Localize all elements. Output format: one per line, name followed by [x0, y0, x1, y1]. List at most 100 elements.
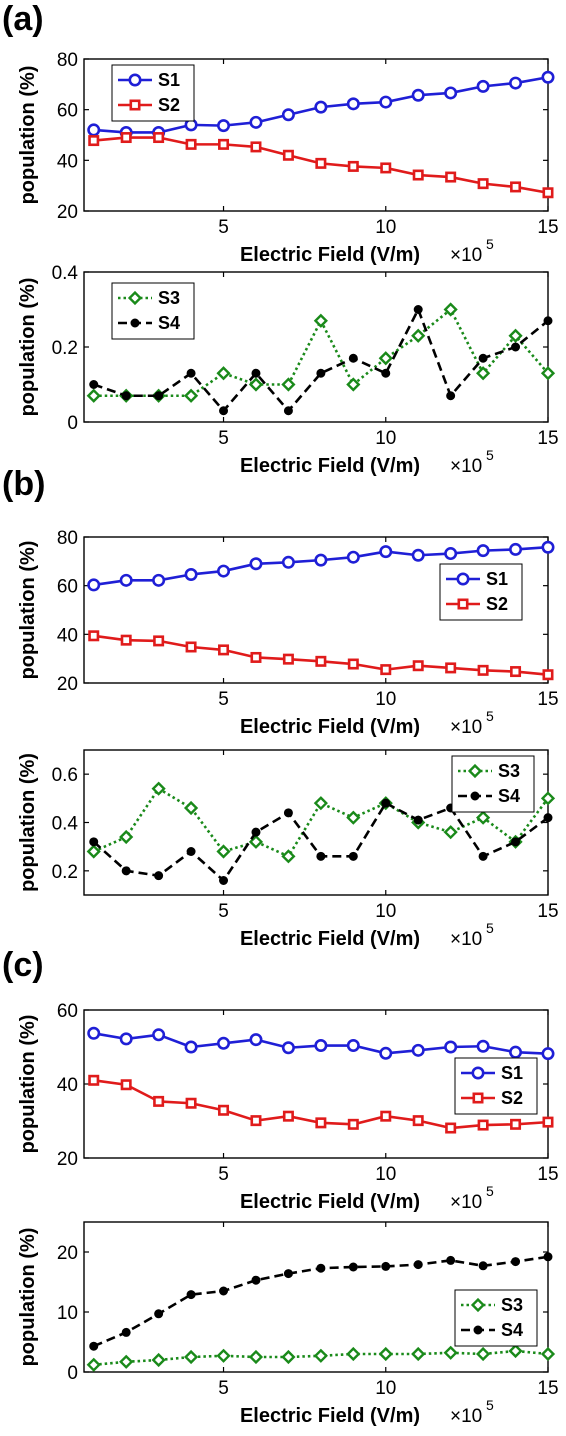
data-point — [313, 313, 328, 328]
data-point — [473, 1325, 483, 1335]
x-tick-label: 10 — [375, 1378, 396, 1399]
y-tick-label: 0.4 — [52, 263, 79, 284]
data-point — [346, 810, 361, 825]
data-point — [283, 808, 293, 818]
data-point — [281, 1041, 295, 1055]
panel-label-b: (b) — [2, 465, 46, 503]
y-tick-label: 10 — [57, 1303, 78, 1324]
data-point — [248, 1349, 264, 1365]
legend-label: S4 — [498, 786, 520, 806]
data-point — [478, 353, 488, 363]
data-point — [281, 377, 296, 392]
data-point — [445, 1122, 457, 1134]
data-point — [445, 171, 457, 183]
data-point — [217, 119, 231, 133]
y-axis-label: population (%) — [17, 1015, 39, 1154]
data-point — [282, 149, 294, 161]
data-point — [86, 844, 101, 859]
data-point — [216, 366, 231, 381]
data-point — [250, 651, 262, 663]
data-point — [86, 1357, 101, 1372]
y-axis-label: population (%) — [17, 541, 39, 680]
data-point — [121, 1327, 131, 1337]
data-point — [348, 1262, 358, 1272]
series-s2 — [88, 132, 554, 199]
x-tick-label: 5 — [218, 901, 229, 922]
data-point — [219, 1286, 229, 1296]
y-tick-label: 20 — [57, 1243, 78, 1264]
legend-box — [111, 282, 195, 340]
x-axis-multiplier-exponent: 5 — [486, 236, 494, 252]
x-axis-multiplier: ×10 — [450, 1406, 482, 1427]
data-point — [476, 544, 490, 558]
y-tick-label: 20 — [57, 1149, 78, 1170]
data-point — [411, 548, 425, 562]
data-point — [87, 1026, 101, 1040]
data-point — [509, 542, 523, 556]
data-point — [183, 800, 199, 816]
data-point — [119, 1032, 133, 1046]
legend-label: S2 — [158, 95, 180, 115]
x-axis-label: Electric Field (V/m) — [240, 455, 420, 477]
legend-label: S3 — [158, 288, 180, 308]
data-point — [314, 1039, 328, 1053]
data-point — [251, 1275, 261, 1285]
data-point — [510, 1118, 522, 1130]
data-point — [151, 1352, 166, 1368]
y-tick-label: 20 — [57, 674, 78, 695]
data-point — [444, 86, 458, 100]
x-axis-multiplier: ×10 — [450, 245, 482, 266]
series-s3 — [86, 302, 556, 403]
data-point — [511, 837, 521, 847]
data-point — [477, 1119, 489, 1131]
data-point — [346, 1346, 361, 1362]
x-axis-multiplier: ×10 — [450, 456, 482, 477]
data-point — [380, 1110, 392, 1122]
data-point — [120, 132, 132, 144]
data-point — [379, 545, 393, 559]
series-s2 — [88, 1074, 554, 1134]
data-point — [281, 555, 295, 569]
data-point — [411, 328, 426, 343]
data-point — [472, 1092, 484, 1104]
data-point — [443, 302, 458, 317]
data-point — [248, 834, 264, 849]
plot-frame — [83, 58, 549, 212]
y-tick-label: 80 — [57, 50, 78, 71]
series-s1 — [87, 1026, 555, 1061]
x-tick-label: 5 — [218, 428, 229, 449]
x-tick-label: 10 — [375, 689, 396, 710]
data-point — [476, 366, 491, 381]
data-point — [510, 181, 522, 193]
x-tick-label: 15 — [537, 1378, 558, 1399]
y-tick-label: 0 — [67, 1363, 78, 1384]
x-tick-label: 5 — [218, 217, 229, 238]
series-s4 — [89, 1252, 553, 1351]
data-point — [87, 578, 101, 592]
y-tick-label: 0.2 — [52, 338, 78, 359]
data-point — [541, 70, 555, 84]
data-point — [217, 564, 231, 578]
data-point — [186, 1290, 196, 1300]
data-point — [413, 305, 423, 314]
data-point — [543, 1252, 553, 1262]
data-point — [313, 796, 328, 811]
data-point — [443, 825, 458, 840]
data-point — [476, 1039, 490, 1053]
data-point — [346, 550, 360, 564]
data-point — [88, 1074, 100, 1086]
y-tick-label: 40 — [57, 1075, 78, 1096]
data-point — [380, 664, 392, 676]
data-point — [508, 1343, 523, 1359]
y-tick-label: 20 — [57, 202, 78, 223]
y-axis-label: population (%) — [17, 278, 39, 417]
data-point — [348, 353, 358, 363]
data-point — [119, 573, 133, 587]
data-point — [89, 380, 99, 389]
data-point — [444, 1040, 458, 1054]
